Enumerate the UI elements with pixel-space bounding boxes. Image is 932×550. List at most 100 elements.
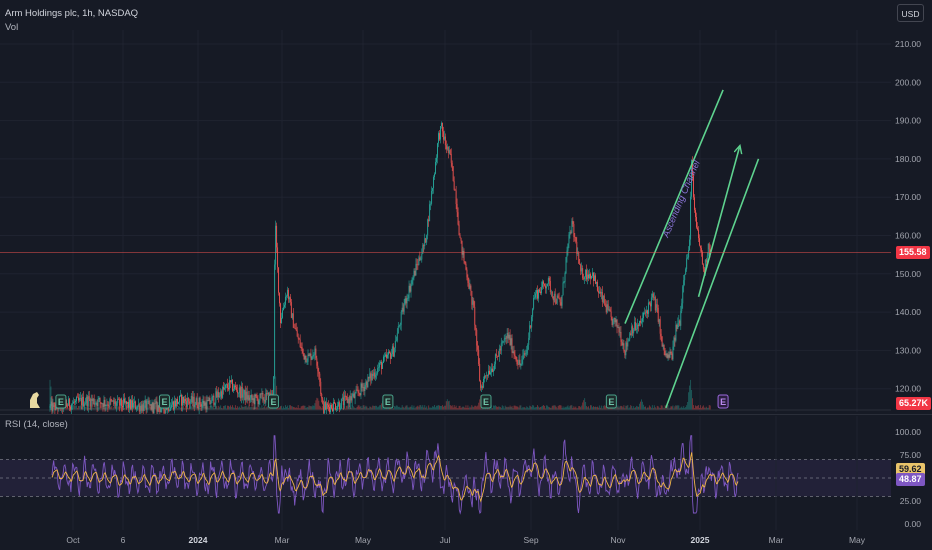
- candle-body: [693, 175, 694, 198]
- candle-body: [676, 324, 678, 330]
- candle-body: [307, 354, 309, 362]
- volume-bar: [59, 408, 61, 410]
- candle-body: [88, 396, 90, 400]
- volume-bar: [306, 407, 308, 410]
- volume-bar: [400, 407, 402, 410]
- candle-body: [240, 386, 242, 399]
- candle-body: [456, 204, 458, 213]
- volume-bar: [666, 405, 668, 410]
- candle-body: [177, 398, 178, 405]
- candle-body: [102, 403, 104, 407]
- candle-body: [564, 273, 566, 282]
- candle-body: [664, 350, 666, 356]
- candle-body: [479, 363, 481, 381]
- candle-body: [656, 304, 658, 308]
- candle-body: [210, 403, 212, 404]
- volume-bar: [684, 408, 686, 410]
- volume-bar: [404, 406, 406, 410]
- candle-body: [392, 346, 394, 357]
- candle-body: [278, 267, 280, 293]
- volume-bar: [457, 408, 459, 410]
- volume-bar: [511, 406, 513, 410]
- volume-bar: [656, 405, 658, 410]
- candle-body: [303, 353, 305, 360]
- earnings-marker[interactable]: E: [717, 394, 729, 409]
- candle-body: [223, 386, 225, 390]
- volume-bar: [78, 405, 80, 410]
- volume-bar: [360, 405, 362, 410]
- candle-body: [521, 359, 523, 364]
- candle-body: [358, 392, 360, 394]
- candle-body: [442, 131, 444, 140]
- volume-bar: [169, 405, 171, 410]
- last-price-badge: 155.58: [896, 245, 930, 259]
- candle-body: [410, 284, 412, 292]
- candle-body: [587, 274, 589, 280]
- candle-body: [493, 364, 495, 370]
- candle-body: [66, 403, 68, 406]
- volume-bar: [346, 405, 348, 410]
- volume-bar: [210, 405, 212, 410]
- volume-bar: [315, 400, 317, 410]
- candle-body: [169, 410, 171, 412]
- candle-body: [440, 122, 442, 127]
- volume-bar: [91, 405, 93, 410]
- candle-body: [638, 324, 640, 326]
- volume-bar: [110, 407, 112, 410]
- volume-bar: [645, 408, 647, 410]
- volume-bar: [416, 406, 418, 410]
- candle-body: [116, 403, 118, 406]
- candle-body: [542, 281, 544, 284]
- volume-bar: [664, 405, 666, 410]
- volume-bar: [645, 406, 646, 410]
- candle-body: [378, 367, 380, 369]
- candle-body: [124, 398, 126, 403]
- candle-body: [427, 219, 429, 236]
- candle-body: [532, 308, 534, 317]
- volume-bar: [49, 379, 51, 410]
- volume-bar: [575, 406, 577, 410]
- volume-bar: [451, 405, 453, 410]
- volume-bar: [504, 405, 506, 410]
- earnings-marker[interactable]: E: [158, 394, 170, 409]
- candle-body: [600, 292, 602, 294]
- currency-button[interactable]: USD: [897, 4, 924, 22]
- earnings-marker[interactable]: E: [605, 394, 617, 409]
- volume-bar: [572, 408, 574, 410]
- candle-body: [530, 325, 532, 328]
- candle-body: [235, 387, 237, 391]
- candle-body: [183, 398, 185, 404]
- candle-body: [67, 405, 69, 407]
- earnings-marker[interactable]: E: [382, 394, 394, 409]
- candle-body: [74, 401, 75, 403]
- candle-body: [593, 272, 594, 281]
- candle-body: [408, 285, 410, 299]
- volume-bar: [569, 405, 571, 410]
- earnings-marker[interactable]: E: [267, 394, 279, 409]
- volume-bar: [646, 407, 648, 410]
- candle-body: [212, 395, 214, 398]
- volume-bar: [77, 405, 79, 410]
- candle-body: [150, 404, 152, 410]
- candle-body: [140, 405, 142, 411]
- volume-bar: [258, 408, 260, 410]
- candle-body: [694, 197, 695, 210]
- time-tick-label: 2024: [189, 535, 208, 545]
- candle-body: [559, 299, 561, 303]
- candle-body: [699, 245, 701, 248]
- volume-bar: [603, 405, 605, 410]
- volume-bar: [518, 407, 520, 410]
- candle-body: [683, 280, 685, 287]
- candle-body: [184, 398, 186, 402]
- price-tick-label: 150.00: [895, 269, 921, 279]
- candle-body: [371, 373, 373, 381]
- earnings-marker[interactable]: E: [55, 394, 67, 409]
- candle-body: [630, 333, 632, 336]
- earnings-marker[interactable]: E: [480, 394, 492, 409]
- candle-body: [611, 317, 613, 325]
- volume-bar: [466, 407, 468, 410]
- volume-bar: [669, 407, 671, 410]
- candle-body: [434, 173, 436, 177]
- volume-bar: [319, 405, 321, 410]
